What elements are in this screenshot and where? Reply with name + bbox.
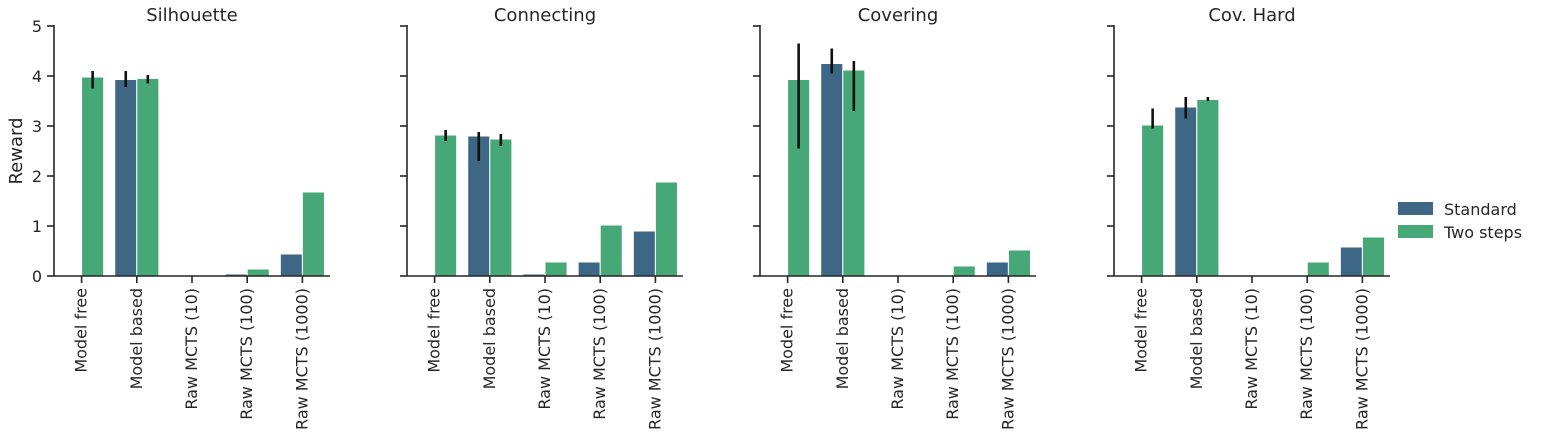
- x-tick-label: Model free: [1132, 288, 1151, 373]
- panel-title: Cov. Hard: [1208, 5, 1295, 26]
- y-tick-label: 2: [32, 167, 42, 186]
- bar: [577, 261, 601, 277]
- bar: [654, 181, 678, 277]
- x-tick-label: Model free: [425, 288, 444, 373]
- panel-title: Silhouette: [146, 5, 238, 26]
- x-tick-label: Model free: [72, 288, 91, 373]
- x-tick-label: Model based: [833, 288, 852, 389]
- panel-title: Connecting: [494, 5, 596, 26]
- legend: Standard Two steps: [1398, 200, 1522, 242]
- x-tick-label: Raw MCTS (100): [943, 288, 962, 420]
- bar: [1339, 246, 1363, 277]
- x-tick-label: Raw MCTS (10): [1242, 288, 1261, 410]
- bar: [1007, 249, 1031, 277]
- y-tick-label: 0: [32, 267, 42, 286]
- bar: [1361, 236, 1385, 277]
- panel-1: Connecting Model free Model based Raw MCTS …: [400, 5, 683, 430]
- x-tick-label: Raw MCTS (1000): [645, 288, 664, 430]
- bar: [599, 224, 623, 277]
- bar: [136, 78, 160, 277]
- bar: [985, 261, 1009, 277]
- y-tick-label: 5: [32, 17, 42, 36]
- x-tick-label: Raw MCTS (1000): [292, 288, 311, 430]
- panel-3: Cov. Hard Model free Model based Raw MCTS (…: [1107, 5, 1390, 430]
- bar: [1174, 106, 1198, 277]
- legend-swatch: [1398, 225, 1433, 238]
- bar: [246, 268, 270, 277]
- bar: [952, 265, 976, 277]
- bar: [1306, 261, 1330, 277]
- bar: [489, 138, 513, 277]
- bar: [279, 253, 303, 277]
- panel-0: Silhouette 0 1 2 3 4 5 Model free Model based Raw…: [6, 5, 330, 430]
- bar: [1141, 124, 1165, 277]
- x-tick-label: Model based: [127, 288, 146, 389]
- panel-title: Covering: [858, 5, 939, 26]
- bar: [544, 261, 568, 277]
- x-tick-label: Raw MCTS (100): [590, 288, 609, 420]
- y-tick-label: 4: [32, 67, 42, 86]
- x-tick-label: Raw MCTS (10): [535, 288, 554, 410]
- bar: [81, 76, 105, 277]
- x-tick-label: Raw MCTS (10): [888, 288, 907, 410]
- bar: [632, 230, 656, 277]
- y-tick-label: 1: [32, 217, 42, 236]
- x-tick-label: Raw MCTS (10): [182, 288, 201, 410]
- panel-2: Covering Model free Model based Raw MCTS (1…: [753, 5, 1036, 430]
- x-tick-label: Raw MCTS (1000): [1352, 288, 1371, 430]
- y-tick-label: 3: [32, 117, 42, 136]
- bar: [114, 79, 138, 277]
- bar: [1196, 99, 1220, 277]
- legend-label: Standard: [1444, 200, 1517, 219]
- x-tick-label: Raw MCTS (100): [1297, 288, 1316, 420]
- y-axis-label: Reward: [6, 117, 27, 184]
- x-tick-label: Model based: [480, 288, 499, 389]
- legend-swatch: [1398, 202, 1433, 215]
- x-tick-label: Model based: [1187, 288, 1206, 389]
- x-tick-label: Raw MCTS (100): [237, 288, 256, 420]
- bar: [301, 191, 325, 277]
- bar: [434, 134, 458, 277]
- legend-label: Two steps: [1443, 223, 1522, 242]
- x-tick-label: Model free: [778, 288, 797, 373]
- bar: [820, 63, 844, 277]
- x-tick-label: Raw MCTS (1000): [998, 288, 1017, 430]
